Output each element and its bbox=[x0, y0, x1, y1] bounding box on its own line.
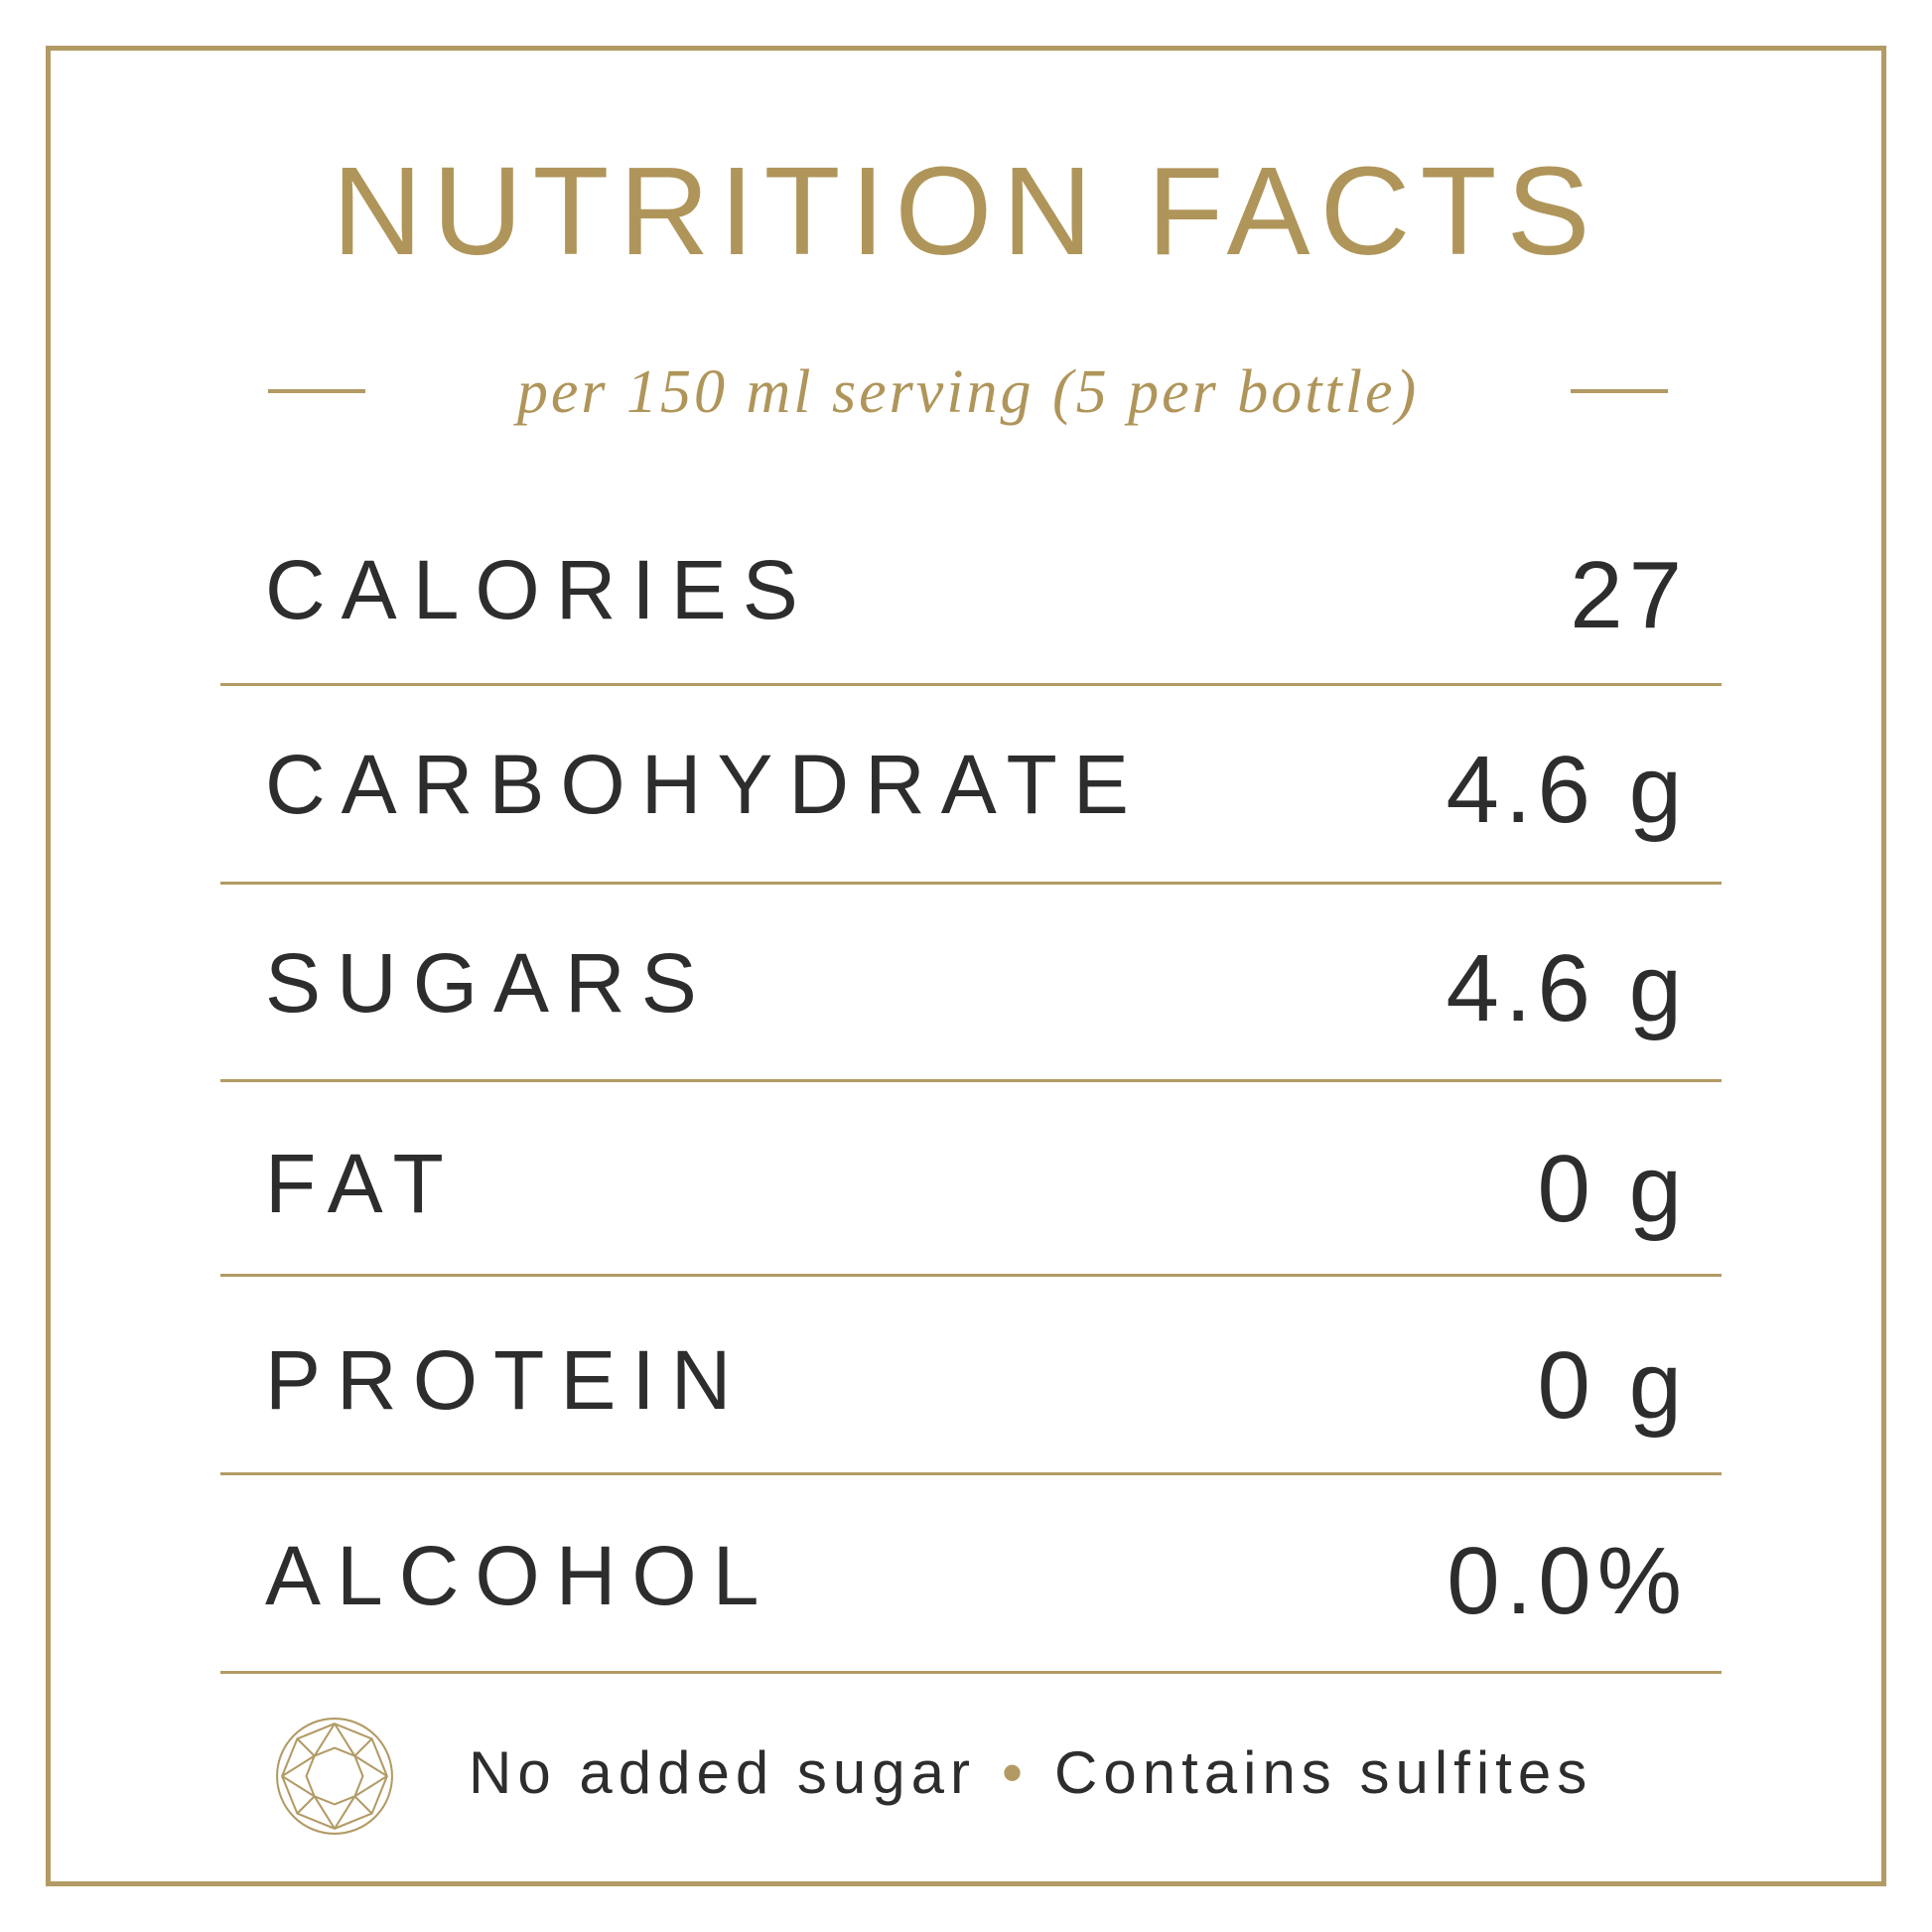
gem-icon bbox=[276, 1718, 393, 1835]
nutrient-value: 27 bbox=[1570, 542, 1688, 648]
nutrient-value: 0.0% bbox=[1447, 1528, 1688, 1634]
row-divider bbox=[220, 683, 1722, 686]
row-divider bbox=[220, 1671, 1722, 1674]
label-frame bbox=[46, 46, 1886, 1886]
contains-sulfites-note: Contains sulfites bbox=[1054, 1739, 1593, 1806]
footer-note: No added sugar • Contains sulfites bbox=[274, 1710, 1684, 1839]
footer-separator: • bbox=[1001, 1739, 1029, 1806]
dash-right bbox=[1571, 389, 1668, 393]
row-divider bbox=[220, 1079, 1722, 1082]
row-divider bbox=[220, 1472, 1722, 1475]
nutrient-value: 0 g bbox=[1537, 1136, 1688, 1242]
page-title: NUTRITION FACTS bbox=[332, 141, 1600, 281]
nutrient-label: PROTEIN bbox=[265, 1333, 748, 1427]
nutrient-value: 4.6 g bbox=[1446, 737, 1688, 843]
nutrient-label: CALORIES bbox=[265, 543, 814, 636]
nutrient-label: SUGARS bbox=[265, 936, 713, 1030]
serving-info: per 150 ml serving (5 per bottle) bbox=[268, 357, 1668, 427]
dash-left bbox=[268, 389, 365, 393]
no-added-sugar-note: No added sugar bbox=[469, 1739, 976, 1806]
nutrient-value: 0 g bbox=[1537, 1332, 1688, 1439]
nutrient-label: ALCOHOL bbox=[265, 1529, 775, 1622]
nutrient-label: FAT bbox=[265, 1137, 460, 1230]
footer-text: No added sugar • Contains sulfites bbox=[469, 1743, 1592, 1803]
serving-subtitle: per 150 ml serving (5 per bottle) bbox=[516, 358, 1420, 426]
row-divider bbox=[220, 882, 1722, 885]
row-divider bbox=[220, 1274, 1722, 1277]
nutrient-label: CARBOHYDRATE bbox=[265, 738, 1145, 831]
nutrient-value: 4.6 g bbox=[1446, 935, 1688, 1041]
